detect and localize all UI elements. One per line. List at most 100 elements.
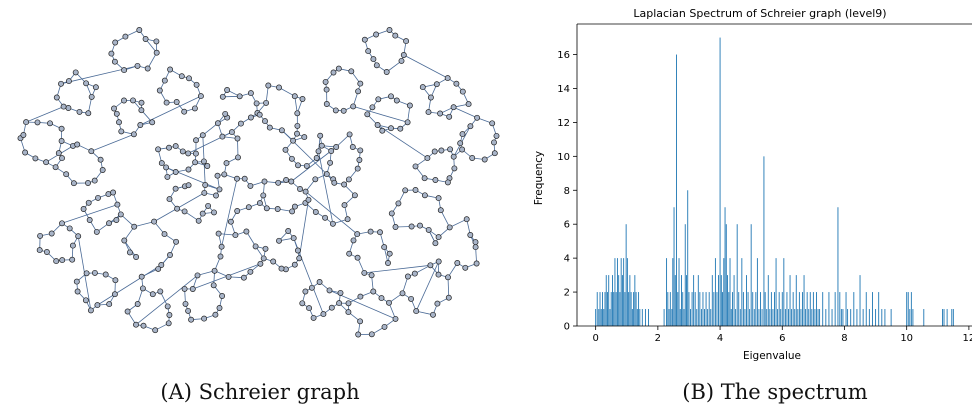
graph-node — [412, 187, 419, 193]
graph-node — [219, 93, 226, 100]
graph-node — [404, 119, 411, 126]
graph-node — [47, 120, 53, 127]
graph-node — [357, 147, 364, 154]
graph-node — [316, 279, 323, 285]
graph-node — [326, 287, 333, 294]
graph-node — [408, 295, 415, 302]
graph-node — [386, 250, 393, 257]
graph-node — [435, 258, 442, 265]
graph-node — [453, 80, 460, 87]
spectrum-bar — [720, 275, 722, 326]
graph-node — [262, 245, 269, 252]
graph-node — [433, 81, 440, 88]
spectrum-bar — [624, 292, 626, 326]
spectrum-bar — [626, 258, 628, 326]
graph-node — [459, 131, 466, 138]
graph-node — [197, 93, 204, 100]
spectrum-bar — [890, 309, 892, 326]
graph-node — [450, 104, 457, 111]
graph-node — [149, 119, 156, 126]
graph-node — [131, 223, 138, 230]
schreier-graph — [17, 27, 500, 338]
spectrum-bar — [719, 37, 721, 326]
graph-node — [211, 267, 218, 274]
graph-node — [462, 264, 469, 271]
graph-node — [399, 290, 406, 297]
spectrum-bar — [614, 258, 616, 326]
spectrum-bar — [755, 292, 757, 326]
y-tick-label: 14 — [557, 84, 570, 95]
graph-node — [192, 150, 199, 157]
graph-node — [219, 133, 226, 140]
spectrum-bar — [600, 309, 602, 326]
graph-node — [66, 225, 73, 232]
graph-node — [454, 260, 461, 266]
spectrum-bar — [610, 292, 612, 326]
graph-node — [213, 192, 219, 199]
spectrum-bar — [753, 309, 755, 326]
graph-node — [345, 309, 352, 316]
graph-node — [346, 250, 353, 257]
spectrum-bar — [850, 309, 852, 326]
spectrum-bar — [623, 258, 625, 326]
spectrum-bar — [923, 309, 925, 326]
graph-node — [400, 52, 407, 58]
spectrum-bar — [912, 309, 914, 326]
graph-node — [234, 175, 240, 182]
graph-node — [329, 220, 336, 227]
spectrum-bar — [875, 309, 877, 326]
graph-node — [302, 188, 309, 195]
graph-node — [153, 38, 160, 45]
graph-node — [388, 125, 394, 132]
graph-node — [313, 155, 320, 161]
graph-node — [37, 232, 44, 239]
graph-node — [102, 271, 109, 278]
graph-node — [408, 223, 415, 230]
spectrum-bar — [711, 275, 713, 326]
graph-node — [412, 163, 419, 170]
graph-node — [275, 179, 282, 186]
graph-node — [459, 146, 466, 153]
graph-node — [467, 232, 474, 238]
graph-nodes — [17, 27, 500, 338]
graph-edge — [291, 146, 337, 182]
graph-node — [260, 192, 267, 199]
graph-edge — [449, 218, 467, 228]
graph-node — [48, 230, 55, 237]
graph-node — [214, 172, 221, 179]
spectrum-bar — [772, 309, 774, 326]
graph-edge — [364, 264, 431, 274]
graph-edge — [237, 138, 239, 158]
graph-node — [58, 125, 65, 132]
graph-node — [355, 331, 362, 338]
spectrum-bar — [671, 309, 673, 326]
graph-node — [53, 94, 60, 101]
spectrum-bar — [783, 258, 785, 326]
graph-node — [164, 173, 171, 180]
graph-edge — [377, 124, 428, 159]
graph-node — [163, 164, 170, 171]
graph-node — [381, 323, 388, 330]
chart-title: Laplacian Spectrum of Schreier graph (le… — [633, 7, 886, 20]
graph-node — [113, 110, 120, 117]
graph-edge — [278, 87, 295, 97]
spectrum-bar — [788, 309, 789, 326]
spectrum-bar — [774, 292, 775, 326]
graph-node — [121, 67, 128, 74]
graph-node — [59, 155, 65, 162]
graph-node — [59, 257, 66, 264]
spectrum-bar — [778, 292, 780, 326]
spectrum-bar — [789, 275, 791, 326]
graph-node — [243, 228, 250, 235]
graph-node — [301, 134, 308, 141]
graph-node — [195, 217, 202, 224]
axes-group: 0 2 4 6 8 10 12 0 2 4 6 8 10 12 14 16 — [557, 23, 972, 344]
graph-node — [437, 207, 444, 214]
graph-node — [317, 132, 324, 139]
graph-node — [369, 104, 376, 111]
graph-node — [327, 159, 334, 166]
graph-node — [188, 316, 195, 323]
graph-node — [43, 249, 50, 255]
graph-node — [234, 135, 241, 142]
graph-node — [288, 178, 295, 185]
